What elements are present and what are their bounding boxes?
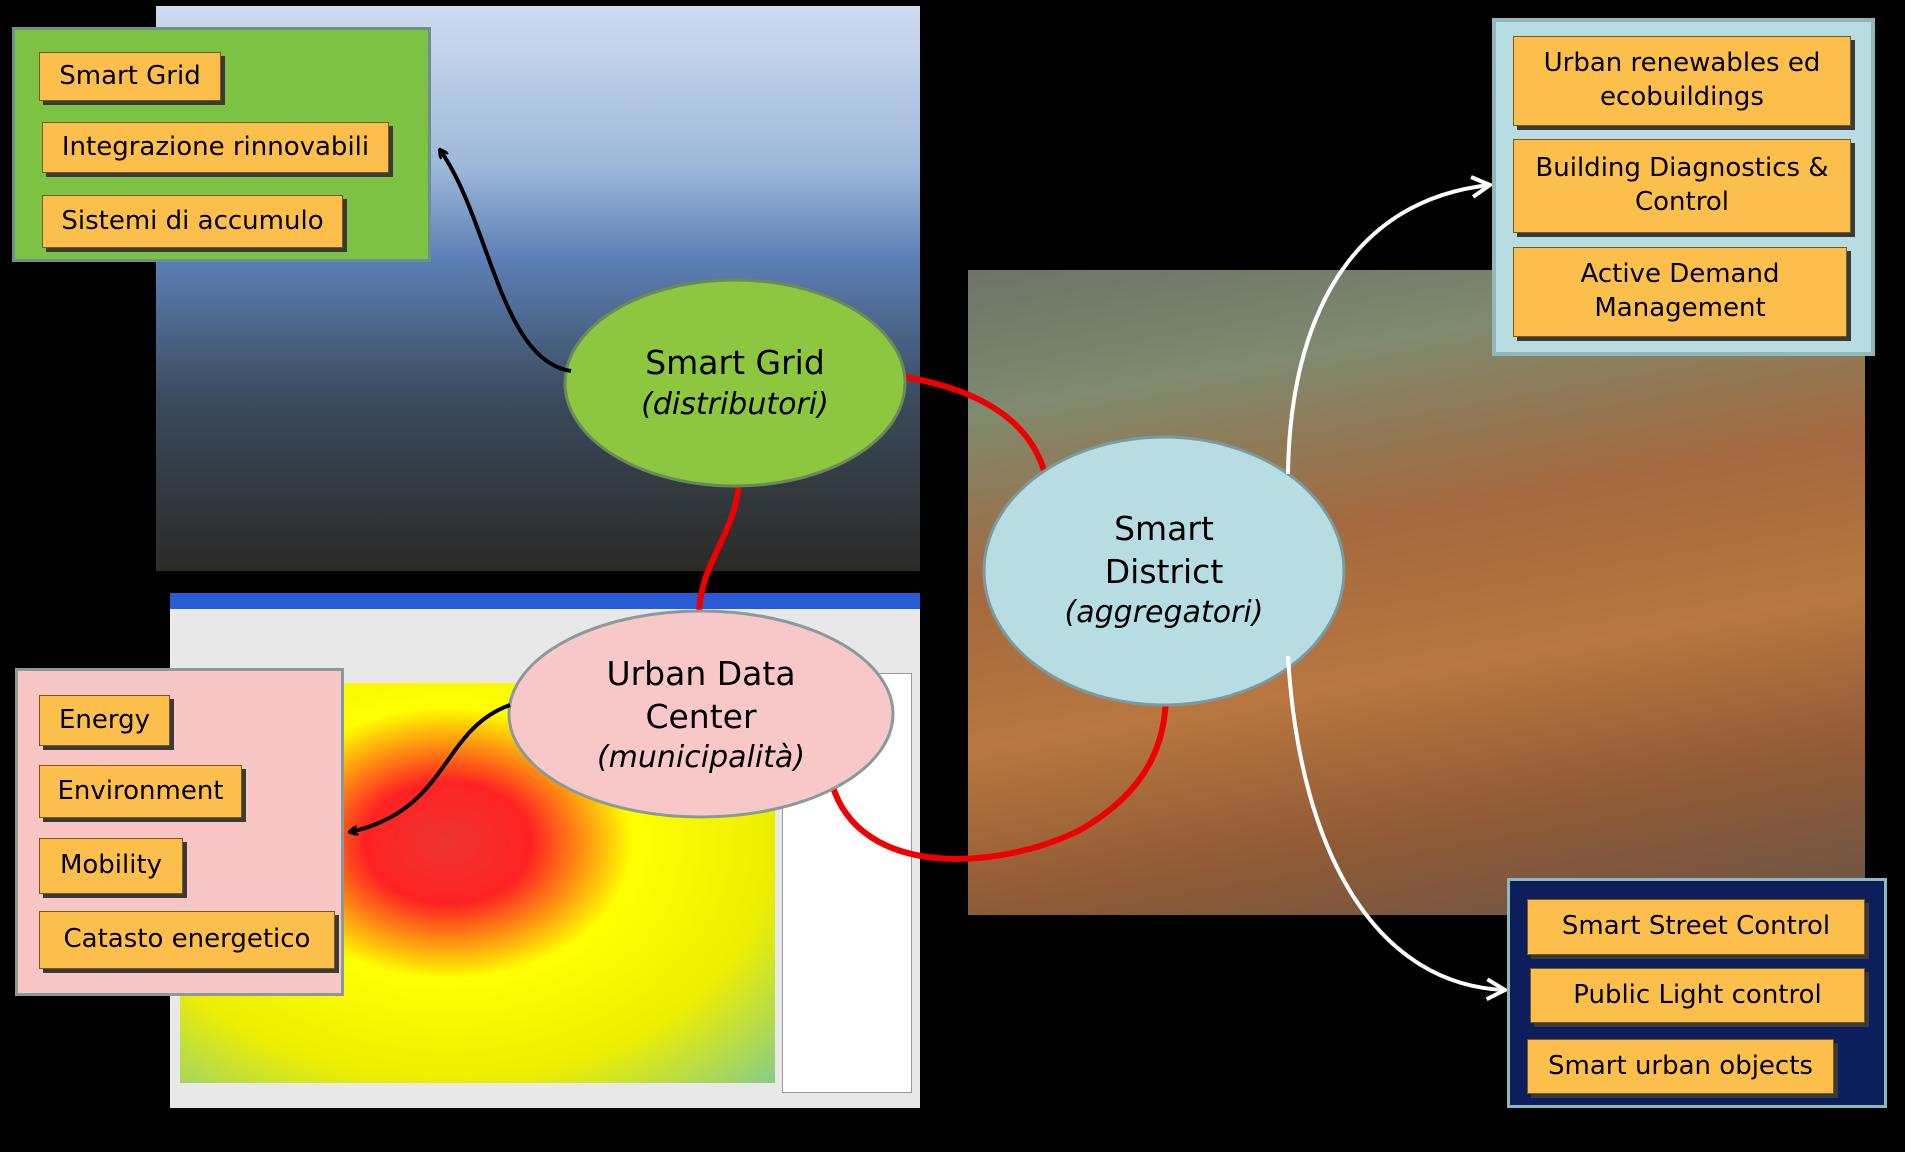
panel-district-street: Smart Street Control Public Light contro… bbox=[1507, 878, 1887, 1108]
item-box: Smart urban objects bbox=[1527, 1039, 1834, 1094]
item-box: Sistemi di accumulo bbox=[42, 195, 343, 248]
item-box: Building Diagnostics & Control bbox=[1513, 139, 1851, 233]
arrow-district-bottom bbox=[1286, 655, 1505, 990]
item-box: Energy bbox=[39, 695, 170, 746]
arrow-grid-panel bbox=[440, 150, 572, 373]
node-label: Smart District bbox=[1104, 508, 1224, 591]
node-shape bbox=[563, 278, 907, 488]
node-role: (municipalità) bbox=[596, 740, 806, 776]
item-box: Environment bbox=[39, 765, 242, 818]
link-grid-datacenter bbox=[696, 473, 743, 615]
node-label: Urban Data Center bbox=[606, 653, 796, 736]
item-box: Smart Grid bbox=[39, 52, 221, 101]
item-box: Public Light control bbox=[1530, 968, 1865, 1023]
gis-titlebar bbox=[170, 593, 920, 609]
node-shape bbox=[507, 609, 895, 819]
node-shape bbox=[982, 435, 1346, 707]
item-box: Urban renewables ed ecobuildings bbox=[1513, 36, 1851, 126]
node-label: Smart Grid bbox=[645, 343, 825, 383]
node-urban-data-center: Urban Data Center (municipalità) bbox=[561, 640, 841, 790]
panel-district-buildings: Urban renewables ed ecobuildings Buildin… bbox=[1492, 18, 1875, 356]
arrow-district-top bbox=[1286, 185, 1490, 475]
item-box: Smart Street Control bbox=[1527, 899, 1865, 955]
node-smart-district: Smart District (aggregatori) bbox=[1034, 495, 1294, 645]
node-smart-grid: Smart Grid (distributori) bbox=[585, 320, 885, 446]
link-datacenter-district bbox=[829, 692, 1169, 862]
item-box: Mobility bbox=[39, 838, 183, 894]
panel-data-center: Energy Environment Mobility Catasto ener… bbox=[15, 668, 344, 996]
node-role: (aggregatori) bbox=[1064, 595, 1264, 631]
item-box: Integrazione rinnovabili bbox=[42, 122, 389, 173]
arrow-datacenter-panel bbox=[350, 703, 511, 832]
node-role: (distributori) bbox=[641, 386, 829, 422]
item-box: Catasto energetico bbox=[39, 911, 335, 969]
item-box: Active Demand Management bbox=[1513, 247, 1847, 337]
panel-smart-grid: Smart Grid Integrazione rinnovabili Sist… bbox=[12, 27, 431, 262]
link-grid-district bbox=[904, 374, 1048, 475]
